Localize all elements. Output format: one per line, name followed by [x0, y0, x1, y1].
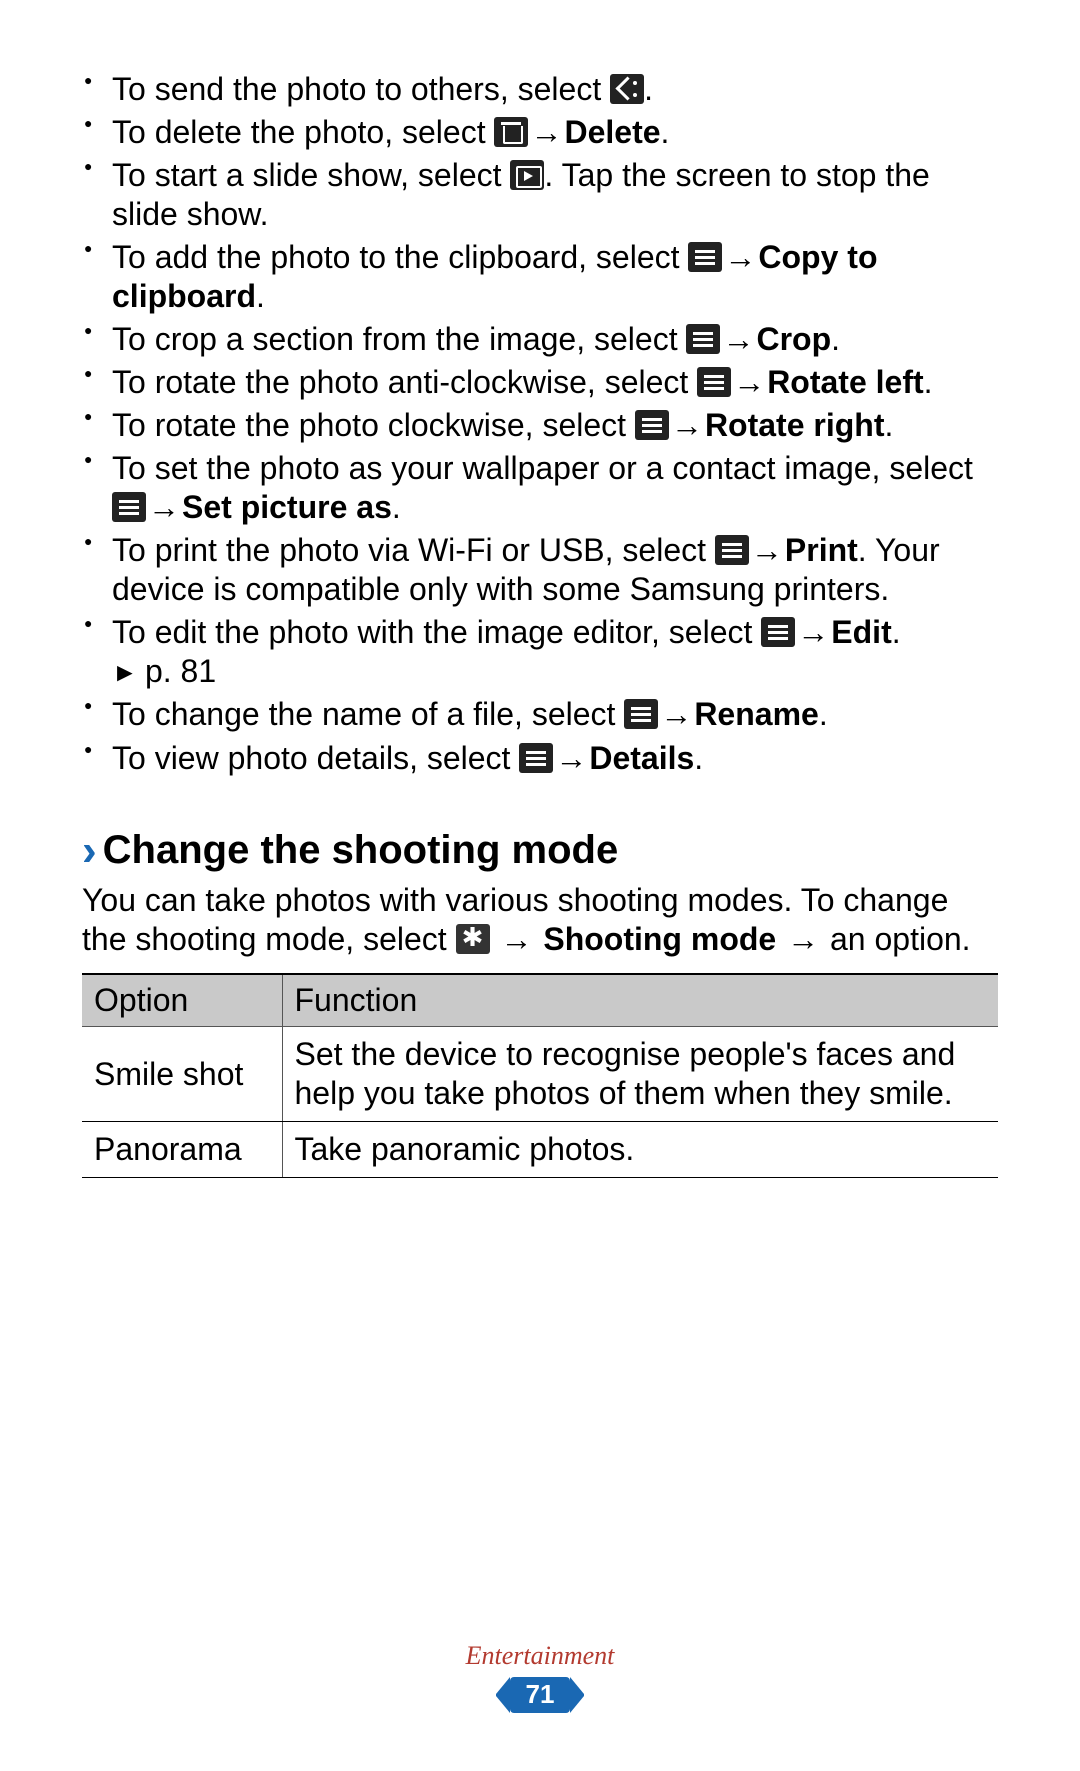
- intro-post: an option.: [821, 921, 970, 957]
- option-cell: Panorama: [82, 1122, 282, 1178]
- menu-icon: [715, 535, 749, 565]
- bullet-bold: Set picture as: [182, 489, 392, 525]
- menu-icon: [635, 410, 669, 440]
- gear-icon: [456, 924, 490, 954]
- bullet-text: To start a slide show, select: [112, 157, 510, 193]
- arrow-icon: →: [553, 739, 589, 778]
- arrow-icon: →: [720, 320, 756, 359]
- bullet-text: .: [831, 321, 840, 357]
- menu-icon: [624, 699, 658, 729]
- page-footer: Entertainment 71: [0, 1640, 1080, 1713]
- table-row: PanoramaTake panoramic photos.: [82, 1122, 998, 1178]
- bullet-bold: Print: [785, 532, 858, 568]
- bullet-item: To delete the photo, select → Delete.: [82, 113, 998, 152]
- menu-icon: [697, 367, 731, 397]
- bullet-text: To print the photo via Wi-Fi or USB, sel…: [112, 532, 715, 568]
- bullet-bold: Crop: [756, 321, 831, 357]
- triangle-icon: ►: [112, 657, 145, 687]
- bullet-text: .: [644, 71, 653, 107]
- bullet-item: To start a slide show, select . Tap the …: [82, 156, 998, 234]
- bullet-item: To rotate the photo clockwise, select → …: [82, 406, 998, 445]
- function-cell: Set the device to recognise people's fac…: [282, 1027, 998, 1122]
- bullet-bold: Rotate left: [767, 364, 923, 400]
- feature-bullet-list: To send the photo to others, select .To …: [82, 70, 998, 778]
- bullet-text: .: [884, 407, 893, 443]
- option-cell: Smile shot: [82, 1027, 282, 1122]
- bullet-item: To rotate the photo anti-clockwise, sele…: [82, 363, 998, 402]
- table-header-function: Function: [282, 974, 998, 1027]
- bullet-text: To send the photo to others, select: [112, 71, 610, 107]
- arrow-icon: →: [658, 695, 694, 734]
- bullet-text: To set the photo as your wallpaper or a …: [112, 450, 973, 486]
- bullet-text: .: [694, 740, 703, 776]
- arrow-icon: →: [528, 113, 564, 152]
- arrow-icon: →: [785, 920, 821, 959]
- section-intro: You can take photos with various shootin…: [82, 881, 998, 959]
- bullet-item: To edit the photo with the image editor,…: [82, 613, 998, 691]
- page-ref: p. 81: [145, 653, 216, 689]
- bullet-text: To rotate the photo anti-clockwise, sele…: [112, 364, 697, 400]
- function-cell: Take panoramic photos.: [282, 1122, 998, 1178]
- arrow-icon: →: [146, 488, 182, 527]
- bullet-text: .: [661, 114, 670, 150]
- arrow-icon: →: [795, 613, 831, 652]
- menu-icon: [519, 743, 553, 773]
- menu-icon: [686, 324, 720, 354]
- bullet-text: To view photo details, select: [112, 740, 519, 776]
- arrow-icon: →: [669, 406, 705, 445]
- bullet-bold: Rename: [694, 696, 819, 732]
- menu-icon: [761, 617, 795, 647]
- chevron-icon: ›: [82, 826, 103, 875]
- bullet-text: To add the photo to the clipboard, selec…: [112, 239, 688, 275]
- shooting-mode-table: Option Function Smile shotSet the device…: [82, 973, 998, 1178]
- bullet-item: To change the name of a file, select → R…: [82, 695, 998, 734]
- bullet-text: To crop a section from the image, select: [112, 321, 686, 357]
- section-title: Change the shooting mode: [103, 828, 619, 872]
- bullet-item: To view photo details, select → Details.: [82, 739, 998, 778]
- arrow-icon: →: [498, 920, 534, 959]
- arrow-icon: →: [731, 363, 767, 402]
- bullet-text: .: [924, 364, 933, 400]
- bullet-bold: Edit: [831, 614, 891, 650]
- page-number-badge: 71: [510, 1677, 571, 1713]
- table-row: Smile shotSet the device to recognise pe…: [82, 1027, 998, 1122]
- bullet-text: .: [392, 489, 401, 525]
- bullet-text: .: [819, 696, 828, 732]
- trash-icon: [494, 117, 528, 147]
- bullet-item: To send the photo to others, select .: [82, 70, 998, 109]
- bullet-text: To rotate the photo clockwise, select: [112, 407, 635, 443]
- menu-icon: [688, 242, 722, 272]
- bullet-text: To delete the photo, select: [112, 114, 494, 150]
- bullet-item: To add the photo to the clipboard, selec…: [82, 238, 998, 316]
- table-header-option: Option: [82, 974, 282, 1027]
- bullet-text: To change the name of a file, select: [112, 696, 624, 732]
- bullet-item: To crop a section from the image, select…: [82, 320, 998, 359]
- play-icon: [510, 160, 544, 190]
- bullet-text: .: [892, 614, 901, 650]
- bullet-bold: Rotate right: [705, 407, 885, 443]
- menu-icon: [112, 492, 146, 522]
- bullet-item: To set the photo as your wallpaper or a …: [82, 449, 998, 527]
- arrow-icon: →: [749, 531, 785, 570]
- arrow-icon: →: [722, 238, 758, 277]
- share-icon: [610, 74, 644, 104]
- intro-bold: Shooting mode: [543, 921, 776, 957]
- bullet-bold: Details: [589, 740, 694, 776]
- footer-category: Entertainment: [0, 1640, 1080, 1672]
- bullet-bold: Delete: [564, 114, 660, 150]
- bullet-item: To print the photo via Wi-Fi or USB, sel…: [82, 531, 998, 609]
- bullet-text: To edit the photo with the image editor,…: [112, 614, 761, 650]
- section-heading: ›Change the shooting mode: [82, 824, 998, 878]
- bullet-text: .: [256, 278, 265, 314]
